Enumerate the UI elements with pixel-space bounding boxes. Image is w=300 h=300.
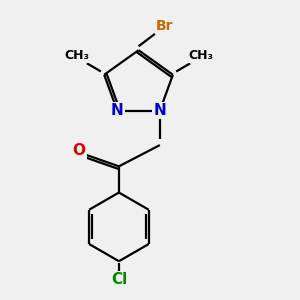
Text: N: N (153, 103, 166, 118)
Text: Br: Br (156, 19, 173, 33)
Text: CH₃: CH₃ (188, 49, 213, 62)
Text: O: O (73, 143, 85, 158)
Text: N: N (111, 103, 124, 118)
Text: Cl: Cl (111, 272, 127, 287)
Text: CH₃: CH₃ (64, 49, 89, 62)
